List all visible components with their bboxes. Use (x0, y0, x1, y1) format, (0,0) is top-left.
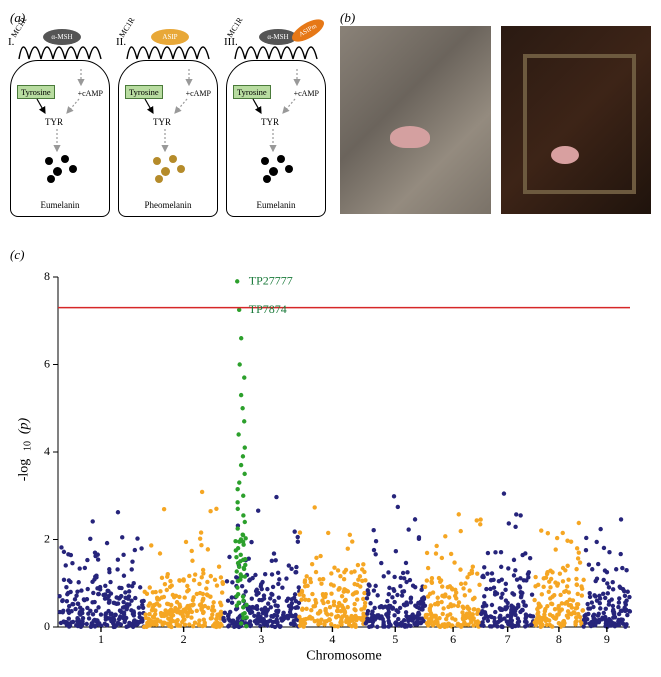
ligand: ASIP (151, 29, 189, 45)
cell-body: MC1Rα-MSHTyrosine+cAMPTYREumelanin (10, 60, 110, 217)
panel-b: (b) (340, 10, 651, 217)
pathway-cell: II.MC1RASIPTyrosine+cAMPTYRPheomelanin (118, 30, 218, 217)
dot-icon (169, 155, 177, 163)
dot-icon (53, 167, 62, 176)
panel-c-label: (c) (10, 247, 651, 263)
pigment-dots (41, 155, 83, 185)
dot-icon (61, 155, 69, 163)
dot-icon (263, 175, 271, 183)
dot-icon (47, 175, 55, 183)
dot-icon (155, 175, 163, 183)
photo-grey-morph (340, 26, 491, 214)
panel-a-label: (a) (10, 10, 330, 26)
panel-a: (a) I. MC1Rα-MSHTyrosine+cAMPTYREumelanin… (10, 10, 330, 217)
dot-icon (261, 157, 269, 165)
dot-icon (285, 165, 293, 173)
arrows-icon (119, 61, 219, 216)
pathway-row: I. MC1Rα-MSHTyrosine+cAMPTYREumelaninII.M… (10, 30, 330, 217)
dot-icon (277, 155, 285, 163)
cell-body: MC1Rα-MSHASIPmTyrosine+cAMPTYREumelanin (226, 60, 326, 217)
dot-icon (69, 165, 77, 173)
dot-icon (153, 157, 161, 165)
pigment-label: Pheomelanin (119, 200, 217, 210)
pigment-dots (149, 155, 191, 185)
ligand: α-MSH (43, 29, 81, 45)
photo-dark-morph (501, 26, 652, 214)
manhattan-plot (10, 267, 640, 667)
roman-numeral: I. (8, 36, 14, 48)
pigment-dots (257, 155, 299, 185)
pathway-cell: I. MC1Rα-MSHTyrosine+cAMPTYREumelanin (10, 30, 110, 217)
cell-body: MC1RASIPTyrosine+cAMPTYRPheomelanin (118, 60, 218, 217)
top-row: (a) I. MC1Rα-MSHTyrosine+cAMPTYREumelanin… (10, 10, 651, 217)
pigment-label: Eumelanin (227, 200, 325, 210)
pigment-label: Eumelanin (11, 200, 109, 210)
panel-c: (c) (10, 247, 651, 667)
dot-icon (269, 167, 278, 176)
arrows-icon (11, 61, 111, 216)
dot-icon (161, 167, 170, 176)
dot-icon (45, 157, 53, 165)
panel-b-label: (b) (340, 10, 355, 26)
dot-icon (177, 165, 185, 173)
arrows-icon (227, 61, 327, 216)
pathway-cell: III.MC1Rα-MSHASIPmTyrosine+cAMPTYREumela… (226, 30, 326, 217)
